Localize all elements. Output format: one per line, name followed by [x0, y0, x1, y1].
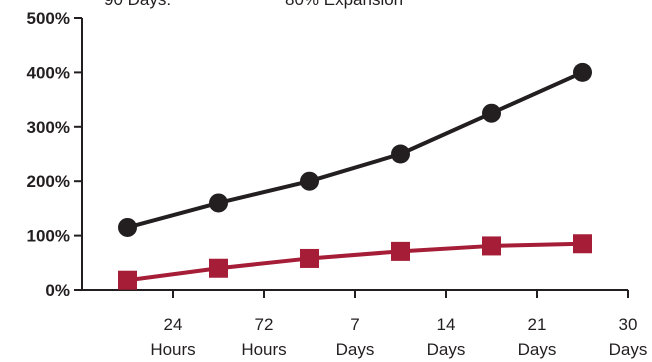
x-ticks: 24 Hours 72 Hours 7 Days 14 Days 21 Days 30 Days — [150, 290, 647, 359]
x-tick-label: 30 Days — [609, 315, 648, 359]
series-2 — [118, 234, 592, 290]
data-point — [118, 270, 137, 290]
x-tick-label: 7 Days — [336, 315, 375, 359]
x-tick-label: 72 Hours — [241, 315, 286, 359]
data-point — [573, 62, 592, 82]
series-line — [127, 241, 583, 283]
legend-label-2: 80% Expansion — [285, 0, 403, 9]
data-point — [300, 248, 319, 268]
y-tick-label: 400% — [27, 63, 70, 82]
y-tick-label: 100% — [27, 227, 70, 246]
data-point — [482, 236, 501, 256]
axes — [81, 18, 628, 291]
legend-label-1: 90 Days: — [104, 0, 171, 9]
data-point — [209, 193, 228, 213]
data-point — [118, 217, 137, 237]
y-tick-label: 300% — [27, 118, 70, 137]
y-tick-label: 0% — [45, 281, 70, 300]
data-point — [391, 241, 410, 261]
data-point — [482, 103, 501, 123]
data-point — [209, 258, 228, 278]
y-ticks: 0% 100% 200% 300% 400% 500% — [27, 9, 82, 300]
series-1 — [118, 62, 592, 237]
data-point — [573, 234, 592, 254]
series-line — [126, 70, 584, 230]
series-layer — [118, 62, 592, 290]
data-point — [300, 171, 319, 191]
y-tick-label: 500% — [27, 9, 70, 28]
x-tick-label: 14 Days — [427, 315, 466, 359]
x-tick-label: 24 Hours — [150, 315, 195, 359]
data-point — [391, 144, 410, 164]
x-tick-label: 21 Days — [518, 315, 557, 359]
y-tick-label: 200% — [27, 172, 70, 191]
